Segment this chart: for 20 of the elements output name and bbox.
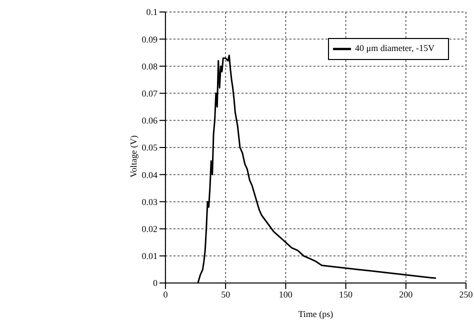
x-axis-title: Time (ps) [298, 309, 334, 319]
y-axis-title: Voltage (V) [128, 135, 139, 178]
y-tick-label: 0.09 [142, 34, 158, 44]
y-tick-label: 0.08 [142, 61, 158, 72]
y-tick-label: 0.1 [146, 7, 158, 18]
x-tick-label: 200 [399, 289, 414, 300]
y-tick-label: 0.06 [142, 116, 158, 126]
x-tick-label: 50 [221, 289, 231, 300]
x-tick-label: 250 [459, 289, 474, 300]
legend-label: 40 μm diameter, -15V [355, 43, 434, 54]
x-tick-label: 0 [163, 289, 168, 300]
y-tick-label: 0.03 [142, 196, 158, 207]
y-tick-label: 0.02 [142, 224, 158, 234]
x-tick-label: 100 [278, 289, 293, 300]
y-tick-label: 0 [152, 278, 158, 288]
y-tick-label: 0.04 [142, 170, 158, 180]
x-tick-label: 150 [339, 289, 354, 300]
y-tick-label: 0.05 [142, 142, 158, 153]
y-tick-label: 0.07 [142, 88, 158, 98]
y-tick-label: 0.01 [142, 251, 158, 262]
